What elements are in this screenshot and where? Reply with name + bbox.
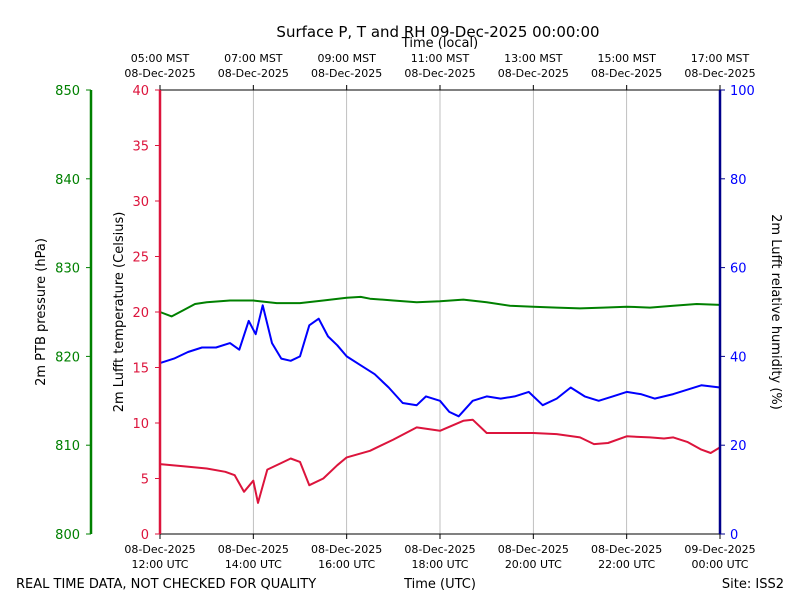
top-tick-time-4: 13:00 MST [504, 52, 563, 65]
temperature-tick-label-1: 5 [141, 473, 149, 488]
bottom-tick-time-1: 14:00 UTC [225, 558, 282, 571]
temperature-line [159, 418, 721, 504]
bottom-tick-time-5: 22:00 UTC [598, 558, 655, 571]
top-axis-label: Time (local) [401, 36, 478, 51]
top-tick-date-5: 08-Dec-2025 [591, 67, 662, 80]
top-tick-date-4: 08-Dec-2025 [498, 67, 569, 80]
bottom-tick-time-3: 18:00 UTC [411, 558, 468, 571]
temperature-tick-label-7: 35 [132, 140, 149, 155]
pressure-tick-label-4: 840 [55, 173, 80, 188]
bottom-tick-date-4: 08-Dec-2025 [498, 543, 569, 556]
temperature-tick-label-0: 0 [141, 528, 149, 543]
humidity-tick-label-5: 100 [730, 84, 755, 99]
top-tick-date-1: 08-Dec-2025 [218, 67, 289, 80]
top-tick-time-3: 11:00 MST [411, 52, 470, 65]
humidity-tick-label-1: 20 [730, 439, 747, 454]
axis-ticks: 08-Dec-2025 12:00 UTC 08-Dec-2025 14:00 UTC… [55, 52, 755, 571]
bottom-tick-date-1: 08-Dec-2025 [218, 543, 289, 556]
quality-warning: REAL TIME DATA, NOT CHECKED FOR QUALITY [16, 577, 316, 592]
chart-title: Surface P, T and RH 09-Dec-2025 00:00:00 [276, 23, 599, 41]
bottom-tick-date-0: 08-Dec-2025 [124, 543, 195, 556]
series-layer [159, 295, 721, 504]
temperature-tick-label-2: 10 [132, 417, 149, 432]
pressure-tick-label-3: 830 [55, 262, 80, 277]
temperature-tick-label-6: 30 [132, 195, 149, 210]
top-tick-date-6: 08-Dec-2025 [684, 67, 755, 80]
site-label: Site: ISS2 [722, 577, 784, 592]
bottom-tick-date-3: 08-Dec-2025 [404, 543, 475, 556]
humidity-line [159, 304, 721, 418]
humidity-tick-label-0: 0 [730, 528, 738, 543]
pressure-line [159, 295, 721, 318]
temperature-tick-label-5: 25 [132, 251, 149, 266]
bottom-tick-time-4: 20:00 UTC [505, 558, 562, 571]
top-tick-time-6: 17:00 MST [691, 52, 750, 65]
humidity-axis-label: 2m Lufft relative humidity (%) [768, 214, 783, 410]
pressure-axis-label: 2m PTB pressure (hPa) [34, 238, 49, 386]
temperature-tick-label-8: 40 [132, 84, 149, 99]
bottom-tick-time-6: 00:00 UTC [691, 558, 748, 571]
bottom-tick-date-2: 08-Dec-2025 [311, 543, 382, 556]
temperature-tick-label-4: 20 [132, 306, 149, 321]
pressure-tick-label-2: 820 [55, 350, 80, 365]
bottom-axis-label: Time (UTC) [403, 577, 476, 592]
bottom-tick-time-2: 16:00 UTC [318, 558, 375, 571]
pressure-tick-label-1: 810 [55, 439, 80, 454]
bottom-tick-time-0: 12:00 UTC [131, 558, 188, 571]
bottom-tick-date-6: 09-Dec-2025 [684, 543, 755, 556]
top-tick-time-1: 07:00 MST [224, 52, 283, 65]
humidity-tick-label-3: 60 [730, 262, 747, 277]
top-tick-time-5: 15:00 MST [597, 52, 656, 65]
temperature-tick-label-3: 15 [132, 362, 149, 377]
top-tick-date-2: 08-Dec-2025 [311, 67, 382, 80]
pressure-tick-label-0: 800 [55, 528, 80, 543]
grid-lines [252, 90, 628, 534]
humidity-tick-label-2: 40 [730, 350, 747, 365]
pressure-tick-label-5: 850 [55, 84, 80, 99]
top-tick-time-0: 05:00 MST [131, 52, 190, 65]
top-tick-time-2: 09:00 MST [317, 52, 376, 65]
top-tick-date-3: 08-Dec-2025 [404, 67, 475, 80]
top-tick-date-0: 08-Dec-2025 [124, 67, 195, 80]
humidity-tick-label-4: 80 [730, 173, 747, 188]
temperature-axis-label: 2m Lufft temperature (Celsius) [112, 212, 127, 413]
bottom-tick-date-5: 08-Dec-2025 [591, 543, 662, 556]
